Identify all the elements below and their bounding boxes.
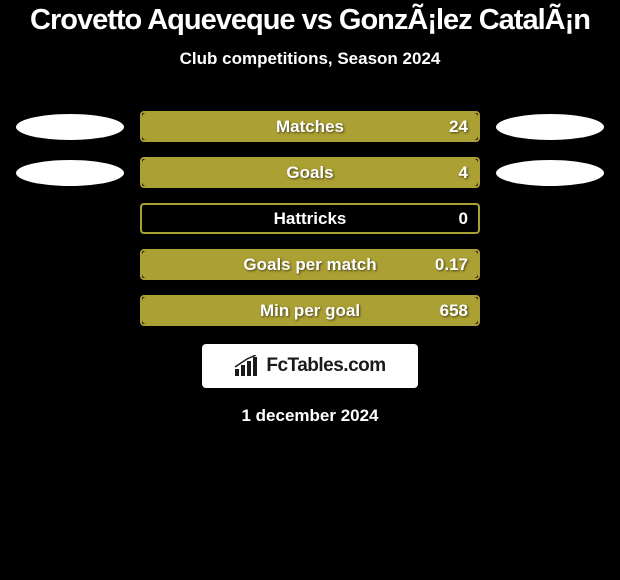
- left-marker-ellipse: [16, 114, 124, 140]
- footer-date: 1 december 2024: [0, 406, 620, 426]
- stat-bar-value: 4: [459, 159, 468, 186]
- stat-bar: Goals per match 0.17: [140, 249, 480, 280]
- comparison-card: Crovetto Aqueveque vs GonzÃ¡lez CatalÃ¡n…: [0, 0, 620, 580]
- stat-bar: Matches 24: [140, 111, 480, 142]
- left-marker-ellipse: [16, 160, 124, 186]
- stat-bar: Min per goal 658: [140, 295, 480, 326]
- stat-bar-label: Goals per match: [142, 251, 478, 278]
- stat-bar: Hattricks 0: [140, 203, 480, 234]
- bar-chart-icon: [234, 355, 260, 377]
- stat-bar-value: 0: [459, 205, 468, 232]
- stat-row: Hattricks 0: [10, 203, 610, 234]
- stat-bar-label: Matches: [142, 113, 478, 140]
- brand-text: FcTables.com: [266, 355, 385, 377]
- stat-bar-label: Hattricks: [142, 205, 478, 232]
- page-title: Crovetto Aqueveque vs GonzÃ¡lez CatalÃ¡n: [0, 0, 620, 35]
- right-marker-ellipse: [496, 160, 604, 186]
- stat-bar-value: 24: [449, 113, 468, 140]
- page-subtitle: Club competitions, Season 2024: [0, 49, 620, 69]
- stat-row: Min per goal 658: [10, 295, 610, 326]
- stat-row: Goals per match 0.17: [10, 249, 610, 280]
- stat-bar-value: 0.17: [435, 251, 468, 278]
- stats-list: Matches 24 Goals 4 Hattricks 0: [0, 111, 620, 326]
- right-marker-ellipse: [496, 114, 604, 140]
- stat-row: Matches 24: [10, 111, 610, 142]
- brand-badge: FcTables.com: [202, 344, 418, 388]
- stat-bar-label: Min per goal: [142, 297, 478, 324]
- stat-bar-value: 658: [440, 297, 468, 324]
- stat-bar: Goals 4: [140, 157, 480, 188]
- stat-bar-label: Goals: [142, 159, 478, 186]
- stat-row: Goals 4: [10, 157, 610, 188]
